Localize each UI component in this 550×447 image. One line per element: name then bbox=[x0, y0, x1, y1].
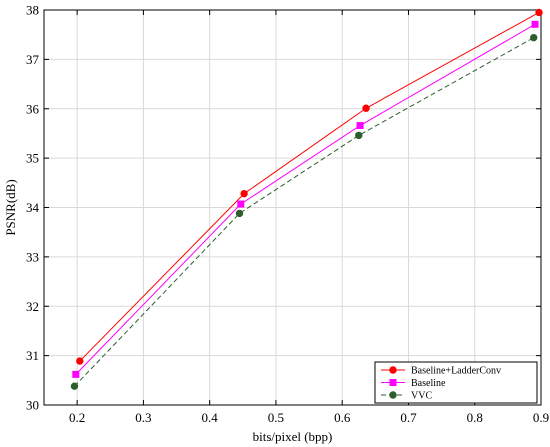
x-tick-label: 0.3 bbox=[135, 410, 151, 425]
x-tick-label: 0.2 bbox=[69, 410, 85, 425]
series-0-point bbox=[240, 189, 248, 198]
x-tick-label: 0.7 bbox=[400, 410, 417, 425]
legend-label: Baseline bbox=[411, 378, 446, 389]
y-tick-label: 34 bbox=[26, 200, 40, 215]
series-line-2 bbox=[74, 37, 534, 387]
x-axis-ticks: 0.2 0.3 0.4 0.5 0.6 0.7 0.8 0.9 bbox=[69, 10, 549, 425]
series-lines bbox=[74, 12, 540, 387]
series-1-point bbox=[237, 200, 245, 208]
series-0-point bbox=[76, 357, 84, 365]
series-2-point bbox=[70, 382, 79, 390]
series-line-1 bbox=[75, 23, 536, 375]
legend-marker bbox=[389, 391, 397, 399]
y-tick-label: 30 bbox=[26, 398, 39, 413]
y-axis-label: PSNR(dB) bbox=[3, 179, 18, 235]
y-tick-label: 35 bbox=[26, 151, 39, 166]
x-tick-label: 0.5 bbox=[268, 410, 284, 425]
y-tick-label: 33 bbox=[26, 249, 39, 264]
series-2-point bbox=[355, 131, 363, 140]
grid bbox=[44, 9, 542, 406]
legend-label: Baseline+LadderConv bbox=[411, 366, 501, 377]
y-tick-label: 31 bbox=[26, 348, 39, 363]
y-axis-ticks: 30 31 32 33 34 35 36 37 38 bbox=[26, 3, 541, 413]
series-markers bbox=[70, 8, 543, 390]
series-2-point bbox=[530, 33, 538, 42]
series-0-point bbox=[362, 104, 370, 112]
series-1-point bbox=[72, 370, 80, 378]
series-line-0 bbox=[79, 12, 540, 362]
x-tick-label: 0.8 bbox=[467, 410, 483, 425]
series-1-point bbox=[356, 122, 364, 130]
legend-marker bbox=[389, 379, 397, 386]
y-tick-label: 32 bbox=[26, 299, 39, 314]
series-2-point bbox=[235, 209, 244, 218]
legend-label: VVC bbox=[411, 391, 432, 402]
x-tick-label: 0.6 bbox=[334, 410, 351, 425]
legend-marker bbox=[389, 366, 397, 374]
y-tick-label: 38 bbox=[26, 3, 39, 18]
y-tick-label: 36 bbox=[26, 101, 40, 116]
x-tick-label: 0.4 bbox=[202, 410, 219, 425]
series-1-point bbox=[531, 20, 539, 28]
x-axis-label: bits/pixel (bpp) bbox=[253, 429, 333, 444]
y-tick-label: 37 bbox=[26, 52, 40, 67]
x-tick-label: 0.9 bbox=[533, 410, 549, 425]
series-0-point bbox=[535, 8, 543, 17]
